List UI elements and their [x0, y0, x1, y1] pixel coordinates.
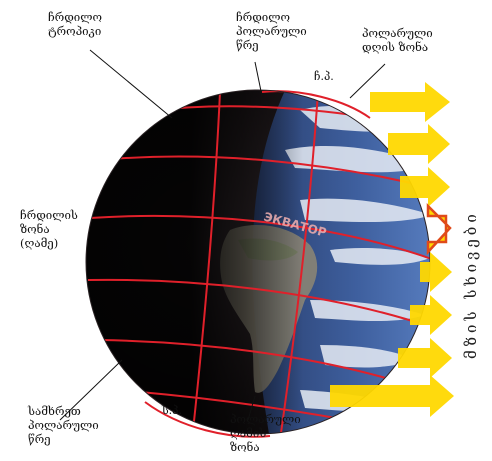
north-tropic-label: ჩრდილო ტროპიკი — [48, 10, 102, 38]
leader-lines — [59, 49, 386, 421]
globe — [85, 89, 431, 438]
north-polar-circle-label: ჩრდილო პოლარული წრე — [236, 10, 307, 52]
sun-ray-arrow — [410, 295, 452, 335]
sun-ray-arrow — [330, 375, 454, 417]
sun-ray-arrow — [388, 124, 450, 164]
sun-ray-arrow — [370, 82, 450, 122]
polar-day-zone-label: პოლარული დღის ზონა — [362, 26, 433, 54]
south-pole-label: ს.პ. — [161, 404, 182, 417]
sun-ray-arrow — [420, 252, 452, 292]
north-pole-label: ჩ.პ. — [314, 70, 334, 83]
south-polar-circle-label: სამხრეთ პოლარული წრე — [28, 404, 99, 446]
polar-night-zone-label: პოლარული ღამის ზონა — [230, 412, 301, 454]
sun-ray-arrow — [426, 202, 452, 256]
sun-rays-label: მზის სხივები — [462, 210, 480, 360]
sun-ray-arrows — [330, 82, 454, 417]
sun-ray-arrow — [398, 338, 452, 378]
north-zone-label: ჩრდილის ზონა (ღამე) — [20, 208, 78, 250]
sun-ray-arrow — [400, 167, 450, 207]
